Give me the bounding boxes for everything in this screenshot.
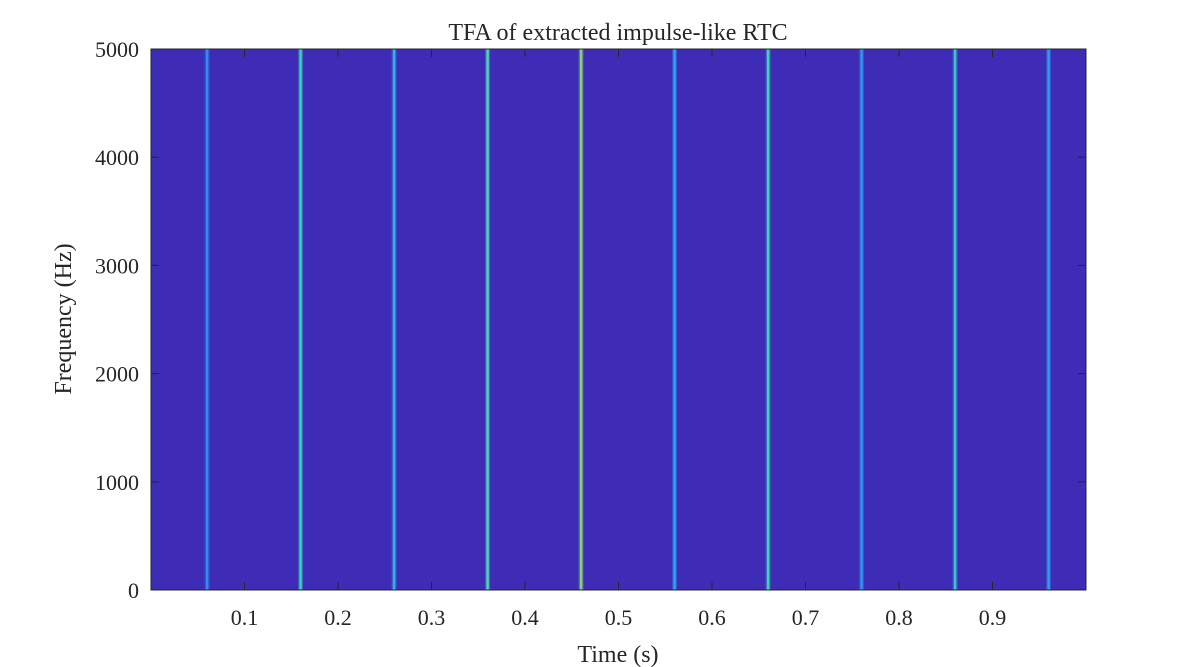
y-tick-label: 1000	[95, 470, 139, 495]
x-tick-label: 0.9	[979, 605, 1007, 630]
axis-ticks	[151, 48, 1086, 591]
y-tick-label: 0	[128, 578, 139, 603]
y-tick-label: 5000	[95, 37, 139, 62]
x-tick-label: 0.5	[605, 605, 633, 630]
y-tick-label: 2000	[95, 362, 139, 387]
x-tick-label: 0.4	[511, 605, 539, 630]
x-axis-title: Time (s)	[577, 642, 658, 667]
plot-frame	[150, 48, 1087, 591]
impulse-line	[485, 49, 491, 590]
chart-title: TFA of extracted impulse-like RTC	[448, 20, 787, 46]
x-tick-label: 0.7	[792, 605, 820, 630]
impulse-line	[204, 49, 210, 590]
y-axis-title: Frequency (Hz)	[51, 243, 77, 394]
impulse-line	[859, 49, 865, 590]
x-tick-labels: 0.1 0.2 0.3 0.4 0.5 0.6 0.7 0.8 0.9	[231, 605, 1007, 630]
impulse-line	[298, 49, 304, 590]
impulse-line	[765, 49, 771, 590]
y-tick-label: 3000	[95, 253, 139, 278]
plot-area	[151, 49, 1086, 590]
impulse-line	[578, 49, 584, 590]
x-tick-label: 0.3	[418, 605, 446, 630]
impulse-line	[672, 49, 678, 590]
x-tick-label: 0.8	[885, 605, 913, 630]
y-tick-labels: 0 1000 2000 3000 4000 5000	[95, 37, 139, 603]
impulse-line	[1046, 49, 1052, 590]
impulse-line	[952, 49, 958, 590]
x-tick-label: 0.1	[231, 605, 259, 630]
impulse-line	[391, 49, 397, 590]
y-tick-label: 4000	[95, 145, 139, 170]
impulse-lines	[204, 49, 1052, 590]
x-tick-label: 0.2	[324, 605, 352, 630]
x-tick-label: 0.6	[698, 605, 726, 630]
